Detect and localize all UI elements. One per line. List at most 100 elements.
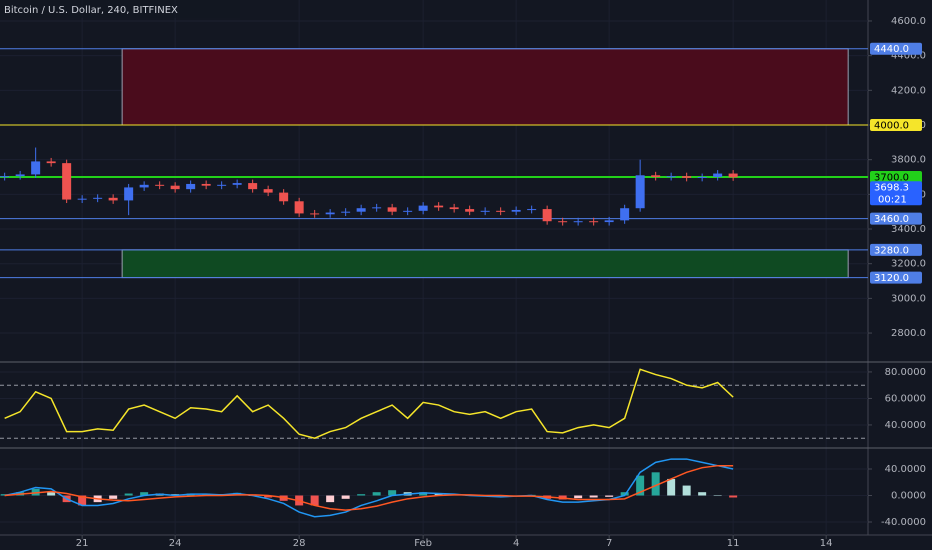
histogram-bar	[574, 495, 583, 499]
histogram-bar	[589, 495, 598, 498]
candle-body	[604, 220, 614, 223]
y-tick-label: 3200.0	[891, 259, 926, 270]
candle-body	[635, 175, 645, 209]
candle-body	[542, 209, 552, 222]
candle-body	[31, 161, 41, 175]
candle-body	[155, 184, 165, 186]
y-tick-label: 0.0000	[891, 491, 926, 502]
y-tick-label: 4200.0	[891, 85, 926, 96]
countdown: 00:21	[878, 194, 907, 205]
x-tick-label: 21	[76, 538, 89, 549]
candle-body	[186, 183, 196, 190]
candle-body	[480, 210, 490, 212]
histogram-bar	[264, 495, 273, 498]
y-tick-label: 3400.0	[891, 224, 926, 235]
level-badge	[870, 212, 922, 225]
histogram-bar	[140, 492, 149, 496]
macd-line	[4, 464, 734, 511]
x-tick-label: 28	[293, 538, 306, 549]
y-tick-label: 60.0000	[885, 393, 926, 404]
candle-body	[108, 197, 118, 201]
candle-body	[279, 192, 289, 202]
candle-body	[511, 209, 521, 212]
candle-body	[356, 208, 366, 212]
histogram-bar	[605, 495, 614, 497]
histogram-bar	[341, 495, 350, 499]
candle-body	[93, 197, 103, 199]
candle-body	[217, 184, 227, 186]
level-label: 3280.0	[874, 245, 909, 256]
candle-body	[387, 207, 397, 212]
histogram-bar	[109, 495, 118, 499]
histogram-bar	[713, 495, 722, 497]
candle-body	[558, 221, 568, 223]
candle-body	[372, 207, 382, 209]
x-tick-label: 4	[513, 538, 519, 549]
histogram-bar	[357, 494, 366, 496]
x-tick-label: 11	[727, 538, 740, 549]
y-tick-label: -40.0000	[881, 517, 926, 528]
y-tick-label: 40.0000	[885, 464, 926, 475]
candle-body	[589, 221, 599, 223]
candle-body	[496, 210, 506, 212]
level-badge	[870, 171, 922, 184]
candle-body	[15, 174, 25, 177]
y-tick-label: 4400.0	[891, 51, 926, 62]
candle-body	[124, 187, 134, 201]
candle-body	[403, 210, 413, 212]
candle-body	[170, 185, 180, 190]
candle-body	[465, 209, 475, 212]
candle-body	[263, 189, 273, 193]
x-tick-label: 7	[606, 538, 612, 549]
histogram-bar	[698, 492, 707, 496]
candle-body	[341, 211, 351, 213]
last-price-badge	[870, 181, 922, 206]
candle-body	[232, 183, 242, 185]
level-label: 4440.0	[874, 44, 909, 55]
histogram-bar	[326, 495, 335, 503]
candle-body	[527, 209, 537, 211]
x-tick-label: 14	[820, 538, 833, 549]
candle-body	[62, 163, 72, 200]
histogram-bar	[124, 493, 133, 496]
histogram-bar	[682, 485, 691, 496]
candle-body	[666, 176, 676, 178]
candle-body	[713, 173, 723, 178]
candle-body	[728, 173, 738, 178]
level-label: 3700.0	[874, 173, 909, 184]
candle-body	[434, 205, 444, 208]
level-badge	[870, 243, 922, 256]
candle-body	[77, 198, 87, 200]
y-tick-label: 3000.0	[891, 293, 926, 304]
histogram-bar	[78, 495, 87, 506]
level-label: 3460.0	[874, 214, 909, 225]
candle-body	[682, 176, 692, 178]
histogram-bar	[388, 490, 397, 496]
chart-title: Bitcoin / U.S. Dollar, 240, BITFINEX	[4, 5, 178, 16]
candle-body	[418, 205, 428, 211]
x-tick-label: Feb	[414, 538, 432, 549]
candle-body	[201, 183, 211, 186]
y-tick-label: 4600.0	[891, 16, 926, 27]
candle-body	[651, 175, 661, 178]
candle-body	[310, 213, 320, 215]
y-tick-label: 80.0000	[885, 367, 926, 378]
y-tick-label: 40.0000	[885, 420, 926, 431]
rsi-line	[4, 368, 734, 439]
candle-body	[620, 208, 630, 221]
title-bg	[0, 0, 240, 18]
histogram-bar	[651, 472, 660, 496]
level-label: 3120.0	[874, 273, 909, 284]
level-badge	[870, 119, 922, 132]
last-price-label: 3698.3	[874, 182, 909, 193]
histogram-bar	[310, 495, 319, 506]
candle-body	[0, 176, 10, 178]
candle-body	[449, 207, 459, 210]
zone	[121, 249, 849, 279]
candle-body	[573, 221, 583, 223]
y-tick-label: 3800.0	[891, 155, 926, 166]
histogram-bar	[419, 492, 428, 496]
histogram-bar	[667, 478, 676, 496]
